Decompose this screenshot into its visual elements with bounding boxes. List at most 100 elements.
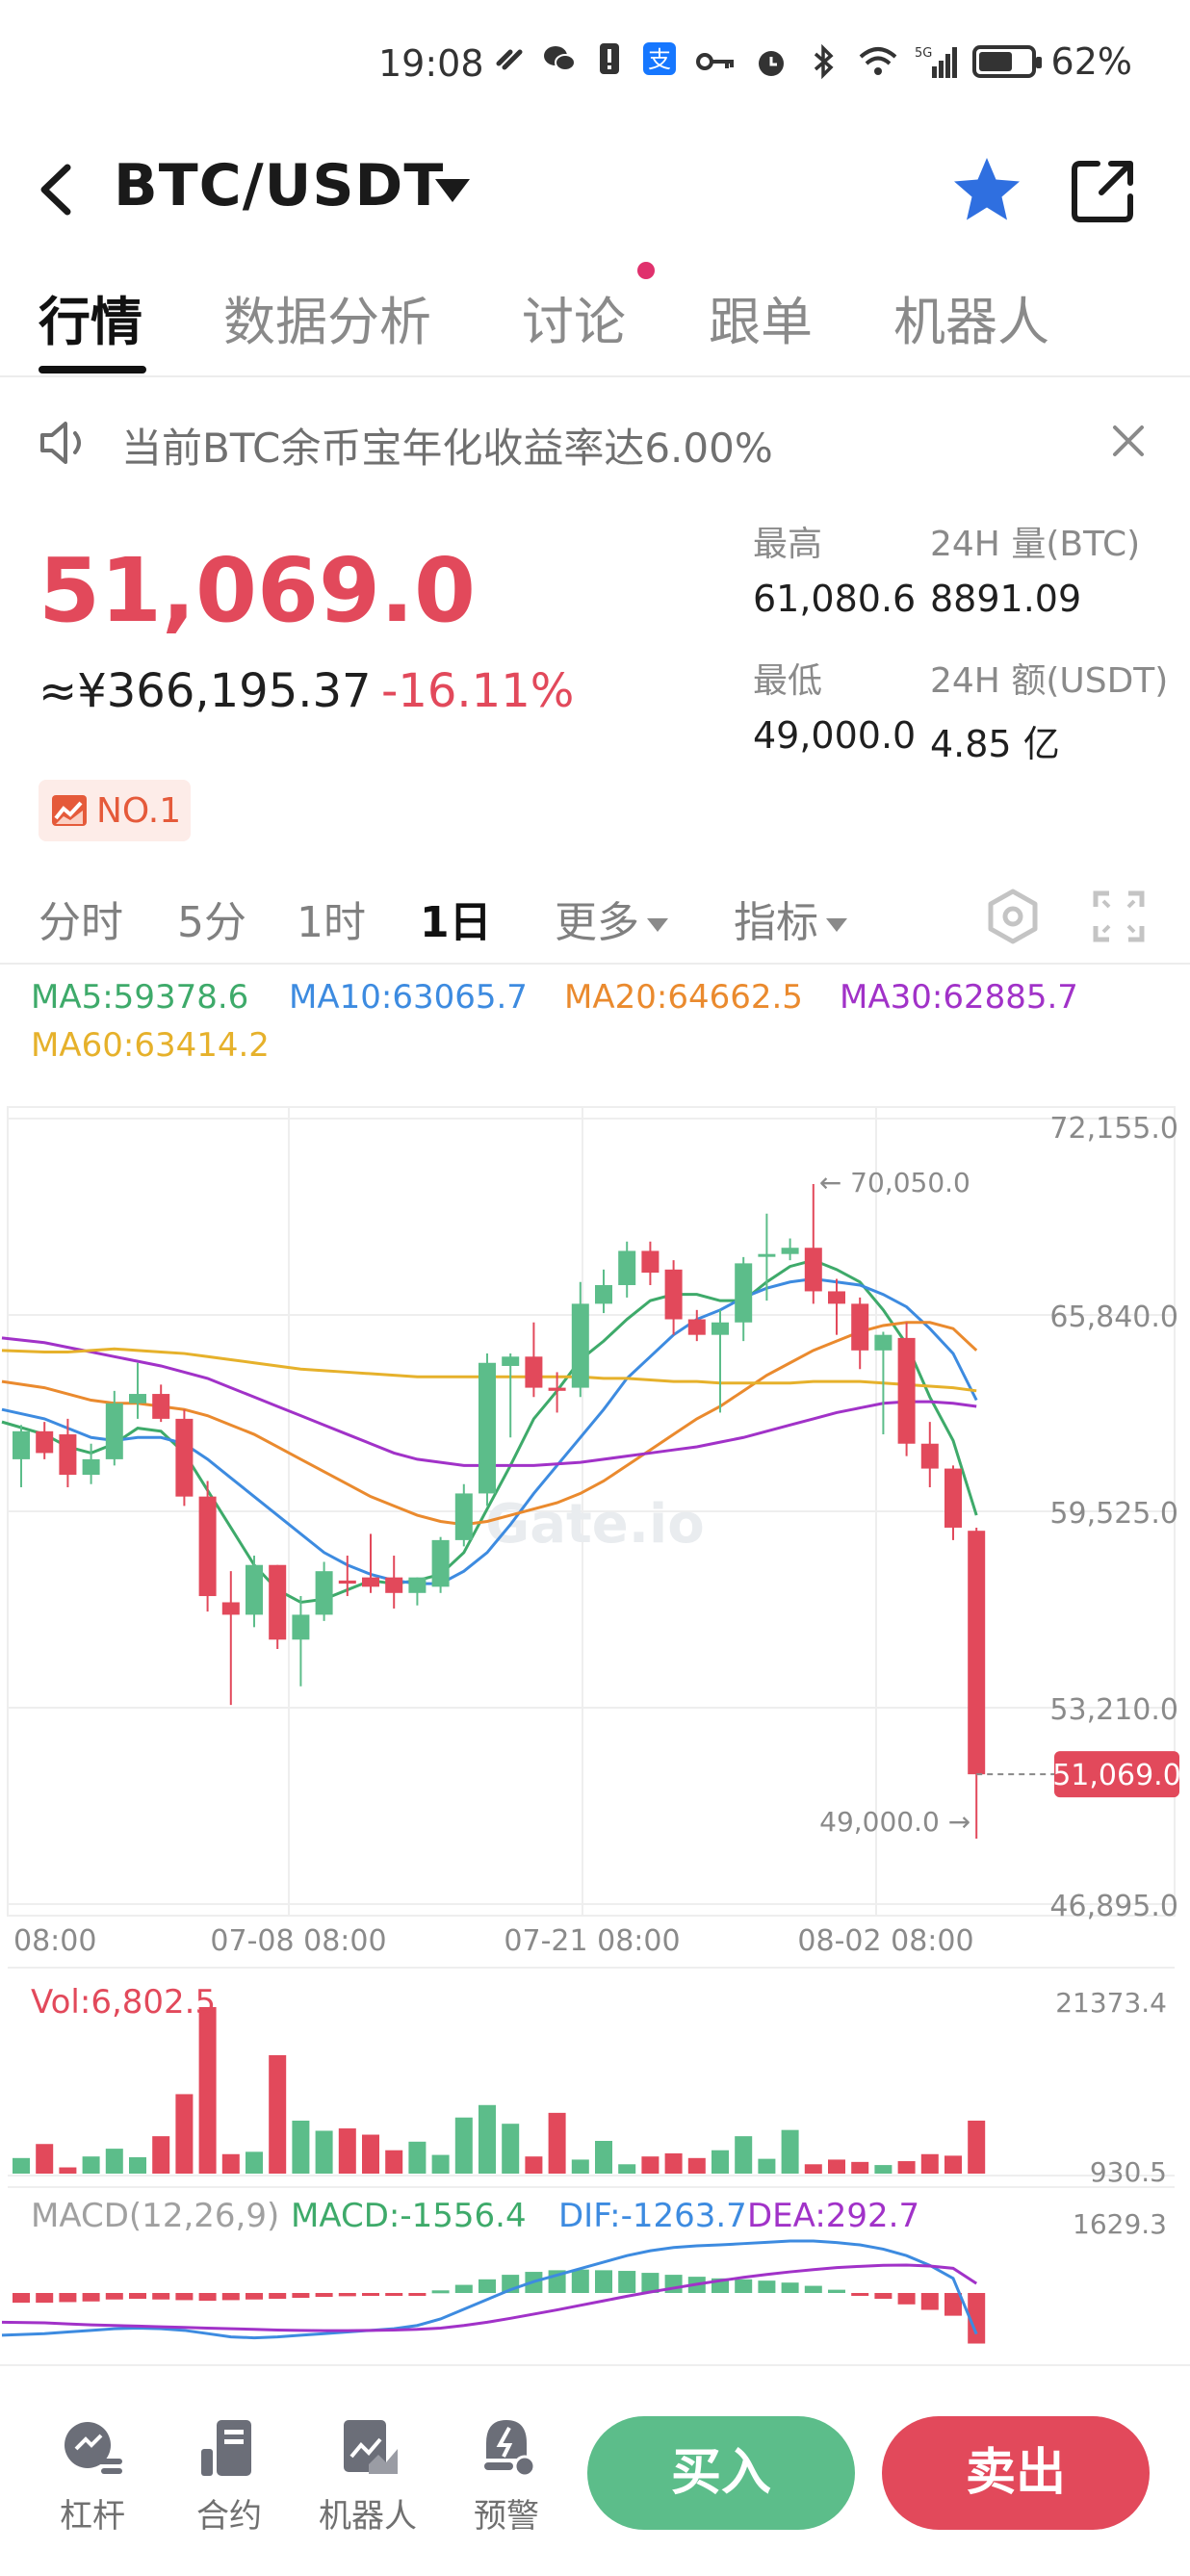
volume-bar (502, 2124, 520, 2174)
volume-bar (968, 2120, 986, 2174)
indicator-caret-icon (826, 918, 847, 932)
volume-label: Vol:6,802.5 (31, 1983, 217, 2022)
tab-copy-trading[interactable]: 跟单 (709, 292, 813, 352)
timeframe-more[interactable]: 更多 (555, 888, 668, 949)
macd-hist-bar (851, 2293, 869, 2296)
macd-hist-bar (758, 2280, 776, 2293)
candle (525, 1356, 543, 1388)
battery-level: 62% (1050, 40, 1132, 83)
rank-badge[interactable]: NO.1 (39, 780, 191, 841)
macd-hist-bar (641, 2273, 660, 2293)
volume-bar (82, 2156, 100, 2174)
macd-hist-bar (338, 2293, 356, 2297)
candle (758, 1253, 776, 1257)
candle (595, 1284, 612, 1304)
timeframe-5m[interactable]: 5分 (177, 898, 246, 947)
notice-bar[interactable]: 当前BTC余币宝年化收益率达6.00% (0, 404, 1190, 481)
volume-bar (338, 2128, 356, 2174)
candle (105, 1403, 123, 1459)
ma5-label: MA5:59378.6 (31, 978, 249, 1017)
candle (315, 1571, 333, 1615)
main-tabs: 行情 数据分析 讨论 跟单 机器人 (0, 270, 1190, 375)
nav-robot[interactable]: 机器人 (310, 2414, 426, 2537)
ma60-line (1, 1347, 977, 1393)
volume-bar (431, 2154, 450, 2174)
vol-max-label: 21373.4 (1055, 1987, 1167, 2019)
tab-data-analysis[interactable]: 数据分析 (223, 292, 431, 352)
sell-button[interactable]: 卖出 (882, 2416, 1150, 2530)
volume-bar (571, 2159, 589, 2174)
buy-button[interactable]: 买入 (587, 2416, 855, 2530)
candle (897, 1337, 916, 1444)
watermark: Gate.io (485, 1493, 704, 1556)
candle (479, 1362, 496, 1494)
pair-title[interactable]: BTC/USDT (114, 152, 445, 219)
macd-hist-bar (735, 2279, 753, 2293)
candle (129, 1394, 146, 1404)
tab-robot[interactable]: 机器人 (893, 292, 1049, 352)
close-icon[interactable] (1107, 420, 1150, 462)
candle (36, 1430, 54, 1454)
macd-hist-bar (292, 2293, 310, 2299)
nav-contract[interactable]: 合约 (171, 2414, 287, 2537)
timeframe-line[interactable]: 分时 (39, 898, 123, 947)
svg-text:5G: 5G (915, 46, 932, 61)
macd-hist-bar (315, 2293, 333, 2298)
y-tick-label: 53,210.0 (1049, 1693, 1178, 1727)
share-icon[interactable] (1067, 154, 1140, 227)
back-icon[interactable] (29, 156, 87, 223)
candle (221, 1602, 240, 1615)
tab-discussion[interactable]: 讨论 (522, 292, 626, 352)
ma20-label: MA20:64662.5 (564, 978, 803, 1017)
candle (851, 1303, 869, 1351)
ma10-label: MA10:63065.7 (289, 978, 528, 1017)
pair-dropdown-icon[interactable] (435, 179, 470, 202)
candle (641, 1250, 660, 1274)
chart-settings-icon[interactable] (984, 888, 1042, 945)
macd-hist-bar (129, 2293, 146, 2300)
nav-leverage[interactable]: 杠杆 (35, 2414, 150, 2537)
macd-hist-bar (59, 2293, 77, 2303)
tabs-divider (0, 375, 1190, 377)
favorite-star-icon[interactable] (948, 152, 1025, 229)
macd-hist-bar (968, 2293, 986, 2344)
candle (828, 1291, 845, 1304)
indicator-menu[interactable]: 指标 (734, 888, 847, 949)
tab-market[interactable]: 行情 (39, 292, 142, 352)
volume-bar (874, 2165, 892, 2174)
timeframe-1h[interactable]: 1时 (297, 898, 366, 947)
notice-text[interactable]: 当前BTC余币宝年化收益率达6.00% (121, 425, 773, 472)
x-tick-label: 08-02 08:00 (797, 1924, 973, 1958)
candlestick-chart[interactable]: 72,155.0 65,840.0 59,525.0 53,210.0 46,895.0… (0, 1097, 1190, 1964)
fullscreen-icon[interactable] (1090, 888, 1148, 945)
signal-icon: 5G (915, 46, 957, 78)
speaker-icon (40, 422, 81, 464)
volume-bar (525, 2156, 543, 2174)
timeframe-1d[interactable]: 1日 (420, 898, 492, 947)
candle (920, 1443, 939, 1469)
volume-bar (781, 2129, 799, 2174)
robot-icon (344, 2420, 398, 2474)
nav-alert[interactable]: 预警 (449, 2414, 564, 2537)
macd-hist-bar (944, 2293, 962, 2316)
dea-line (1, 2263, 978, 2332)
macd-hist-bar (198, 2293, 217, 2302)
candle (454, 1493, 473, 1540)
macd-hist-bar (431, 2290, 450, 2294)
wechat-icon (544, 46, 576, 71)
volume-bar (129, 2157, 146, 2174)
candle (198, 1496, 217, 1597)
dea-value-label: DEA:292.7 (747, 2197, 920, 2235)
macd-hist-bar (362, 2293, 379, 2296)
candle (408, 1577, 427, 1593)
volume-bar (59, 2167, 77, 2174)
macd-hist-bar (804, 2285, 822, 2293)
rank-label: NO.1 (96, 791, 182, 831)
price-change-percent: -16.11% (381, 664, 575, 718)
volume-bar (618, 2164, 636, 2174)
candle (502, 1356, 520, 1366)
volume-chart[interactable]: 21373.4 930.5 (0, 1964, 1190, 2185)
last-price-tag (1054, 1751, 1179, 1798)
macd-chart[interactable]: 1629.3 (0, 2185, 1190, 2364)
volume-bar (479, 2104, 496, 2174)
